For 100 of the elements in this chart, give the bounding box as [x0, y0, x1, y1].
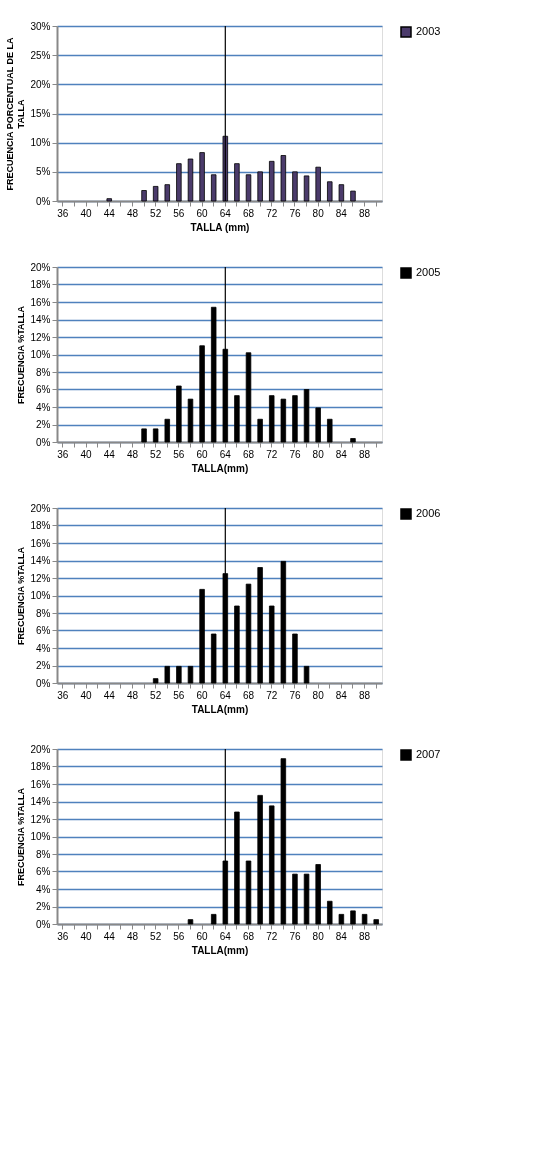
- y-tick-label: 4%: [36, 883, 51, 895]
- y-tick-label: 20%: [30, 261, 51, 273]
- x-tick-label: 36: [57, 689, 69, 701]
- x-tick-label: 68: [242, 930, 255, 942]
- x-tick-label: 56: [173, 448, 185, 460]
- x-tick-label: 84: [335, 689, 348, 701]
- x-tick-label: 80: [312, 448, 325, 460]
- y-tick-label: 15%: [30, 108, 51, 119]
- bar: [141, 428, 147, 443]
- bar: [303, 175, 310, 202]
- y-tick-label: 16%: [30, 537, 51, 549]
- x-tick-label: 84: [335, 448, 348, 460]
- x-tick-label: 40: [80, 448, 93, 460]
- bar: [315, 166, 321, 202]
- legend-label: 2003: [416, 25, 441, 37]
- bar: [303, 873, 310, 925]
- x-axis-title: TALLA(mm): [191, 462, 249, 474]
- x-tick-label: 44: [103, 448, 116, 460]
- x-tick-label: 88: [359, 689, 371, 701]
- x-tick-label: 44: [103, 207, 116, 219]
- x-tick-label: 52: [150, 689, 162, 701]
- bar: [106, 198, 112, 202]
- bar: [187, 398, 194, 443]
- x-tick-label: 60: [196, 448, 209, 460]
- x-tick-label: 72: [266, 689, 278, 701]
- bar: [187, 665, 194, 684]
- bar: [164, 184, 170, 202]
- bar: [327, 181, 333, 202]
- x-tick-label: 48: [126, 930, 139, 942]
- x-tick-label: 68: [242, 448, 255, 460]
- bar: [245, 860, 252, 925]
- bar: [234, 811, 240, 925]
- bar: [350, 910, 356, 925]
- x-axis-title: TALLA(mm): [191, 703, 249, 715]
- y-tick-label: 18%: [30, 279, 51, 290]
- bar: [210, 633, 217, 684]
- x-tick-label: 68: [242, 689, 255, 701]
- y-tick-label: 12%: [30, 572, 51, 584]
- x-tick-label: 36: [57, 448, 69, 460]
- bar: [257, 171, 263, 202]
- y-tick-label: 6%: [36, 384, 51, 395]
- bar: [152, 428, 159, 443]
- x-tick-label: 48: [126, 448, 139, 460]
- bar: [269, 160, 275, 202]
- x-tick-label: 72: [266, 207, 278, 219]
- x-tick-label: 88: [359, 207, 371, 219]
- bar: [257, 567, 263, 684]
- bar: [152, 186, 159, 202]
- x-tick-label: 64: [219, 689, 232, 701]
- x-axis-title: TALLA (mm): [190, 221, 250, 233]
- y-tick-label: 8%: [36, 607, 51, 619]
- x-tick-label: 60: [196, 930, 209, 942]
- bar: [210, 913, 217, 925]
- x-tick-label: 44: [103, 930, 116, 942]
- y-tick-label: 12%: [30, 813, 51, 825]
- x-tick-label: 56: [173, 689, 185, 701]
- bar: [176, 163, 182, 202]
- y-tick-label: 14%: [30, 555, 51, 566]
- y-tick-label: 8%: [36, 848, 51, 860]
- y-tick-label: 25%: [30, 49, 51, 61]
- y-tick-label: 18%: [30, 761, 51, 772]
- y-tick-label: 2%: [36, 419, 51, 430]
- x-tick-label: 72: [266, 448, 278, 460]
- y-tick-label: 20%: [30, 78, 51, 90]
- bar: [315, 407, 321, 443]
- y-axis-title: FRECUENCIA %TALLA: [16, 305, 27, 404]
- legend-label: 2006: [416, 507, 441, 519]
- bar: [164, 418, 170, 443]
- y-tick-label: 20%: [30, 743, 51, 755]
- bar: [187, 919, 194, 925]
- bar: [234, 605, 240, 684]
- bar: [245, 583, 252, 684]
- x-tick-label: 48: [126, 207, 139, 219]
- bar: [176, 665, 182, 684]
- x-tick-label: 52: [150, 930, 162, 942]
- x-tick-label: 80: [312, 930, 325, 942]
- y-tick-label: 8%: [36, 366, 51, 378]
- y-tick-label: 16%: [30, 778, 51, 790]
- bar: [210, 306, 217, 443]
- x-tick-label: 56: [173, 930, 185, 942]
- x-tick-label: 60: [196, 207, 209, 219]
- bar: [141, 190, 147, 202]
- y-tick-label: 6%: [36, 625, 51, 636]
- x-tick-label: 48: [126, 689, 139, 701]
- x-tick-label: 40: [80, 930, 93, 942]
- x-tick-label: 44: [103, 689, 116, 701]
- bar: [280, 155, 287, 202]
- bar: [269, 605, 275, 684]
- y-tick-label: 14%: [30, 314, 51, 325]
- x-tick-label: 52: [150, 207, 162, 219]
- x-tick-label: 84: [335, 207, 348, 219]
- y-tick-label: 4%: [36, 401, 51, 413]
- y-axis-title: FRECUENCIA %TALLA: [16, 787, 27, 886]
- x-tick-label: 64: [219, 207, 232, 219]
- bar: [257, 418, 263, 443]
- legend-label: 2007: [416, 748, 441, 760]
- y-tick-label: 2%: [36, 901, 51, 912]
- y-tick-label: 12%: [30, 331, 51, 343]
- x-tick-label: 72: [266, 930, 278, 942]
- bar: [327, 418, 333, 443]
